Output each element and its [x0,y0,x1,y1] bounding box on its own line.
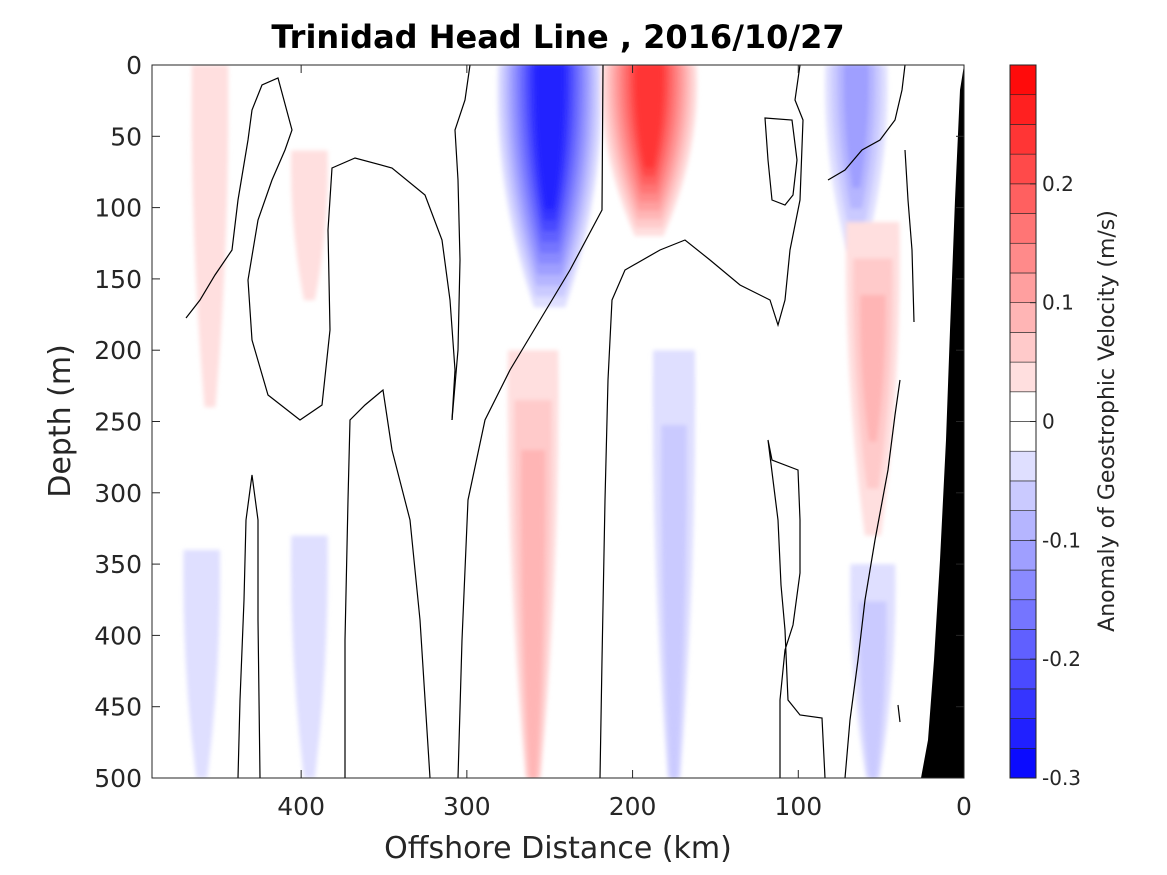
y-tick-label: 150 [94,265,142,294]
colorbar-band [1009,569,1037,601]
x-tick-label: 100 [774,792,822,821]
y-tick-label: 100 [94,194,142,223]
zero-contour [904,149,915,323]
colorbar-band [1009,302,1037,333]
zero-contour [599,65,804,778]
colorbar-band [1009,718,1037,749]
anomaly-band [183,549,221,778]
positive-anomaly-core [291,150,328,301]
anomaly-band [860,295,886,442]
y-tick-label: 450 [94,693,142,722]
x-tick-label: 300 [443,792,491,821]
anomaly-band [843,65,869,188]
colorbar-tick-label: 0.1 [1042,291,1074,315]
topography [921,65,964,778]
zero-contour [764,117,798,206]
colorbar-band [1009,361,1037,393]
zero-contour [185,77,456,421]
colorbar-band [1009,540,1037,571]
colorbar-band [1009,450,1037,482]
colorbar-tick-label: 0.2 [1042,172,1074,196]
zero-contour [827,65,906,181]
anomaly-band [635,65,664,168]
anomaly-band [191,65,229,408]
positive-anomaly-core [601,65,698,237]
zero-contour [451,65,471,421]
y-tick-label: 350 [94,550,142,579]
y-tick-label: 300 [94,479,142,508]
colorbar-tick-label: -0.3 [1042,766,1081,790]
colorbar-tick-label: -0.1 [1042,528,1081,552]
x-axis-label: Offshore Distance (km) [384,831,732,866]
y-tick-label: 50 [110,122,142,151]
colorbar-band [1009,658,1037,690]
colorbar-band [1009,747,1037,779]
chart-title: Trinidad Head Line , 2016/10/27 [271,18,844,56]
zero-contour [844,379,901,778]
colorbar-band [1009,94,1037,125]
anomaly-band [535,65,565,210]
colorbar-band [1009,183,1037,214]
negative-anomaly-core [652,350,696,778]
colorbar-band [1009,272,1037,303]
plot-area [151,64,965,779]
colorbar-band [1009,421,1037,452]
anomaly-band [291,535,328,778]
anomaly-band [521,450,546,778]
colorbar-band [1009,480,1037,511]
y-tick-label: 250 [94,408,142,437]
colorbar-band [1009,599,1037,630]
colorbar-band [1009,391,1037,422]
x-tick-label: 0 [956,792,972,821]
positive-anomaly-core [845,221,900,536]
colorbar-band [1009,332,1037,363]
colorbar-band [1009,213,1037,244]
colorbar-band [1009,510,1037,541]
colorbar-label: Anomaly of Geostrophic Velocity (m/s) [1095,210,1120,632]
negative-anomaly-core [497,65,603,308]
y-axis-label: Depth (m) [43,344,78,498]
y-tick-label: 200 [94,336,142,365]
y-tick-label: 400 [94,621,142,650]
colorbar-band [1009,688,1037,719]
y-axis: 0 50 100 150 200 250 300 350 400 450 500 [94,51,964,793]
positive-anomaly-core [507,350,559,778]
anomaly-band [859,601,887,778]
colorbar-band [1009,124,1037,155]
y-tick-label: 500 [94,764,142,793]
zero-contour-lines [185,65,915,778]
colorbar: -0.3 -0.2 -0.1 0 0.1 0.2 [1009,64,1081,790]
positive-anomaly-core [191,65,229,408]
zero-contour [767,439,826,778]
negative-anomaly-core [825,65,888,251]
zero-contour [237,474,261,778]
colorbar-band [1009,64,1037,96]
velocity-anomaly-field [183,65,900,778]
colorbar-band [1009,153,1037,185]
colorbar-tick-label: -0.2 [1042,647,1081,671]
negative-anomaly-core [850,564,896,778]
x-axis: 400 300 200 100 0 [277,65,972,821]
x-tick-label: 200 [609,792,657,821]
anomaly-band [291,150,328,301]
colorbar-band [1009,629,1037,660]
colorbar-band [1009,242,1037,274]
zero-contour [897,704,901,723]
colorbar-tick-label: 0 [1042,410,1055,434]
negative-anomaly-core [291,535,328,778]
x-tick-label: 400 [277,792,325,821]
zero-contour [344,388,431,778]
zero-contour [457,65,604,778]
y-tick-label: 0 [126,51,142,80]
anomaly-band [661,425,687,778]
negative-anomaly-core [183,549,221,778]
